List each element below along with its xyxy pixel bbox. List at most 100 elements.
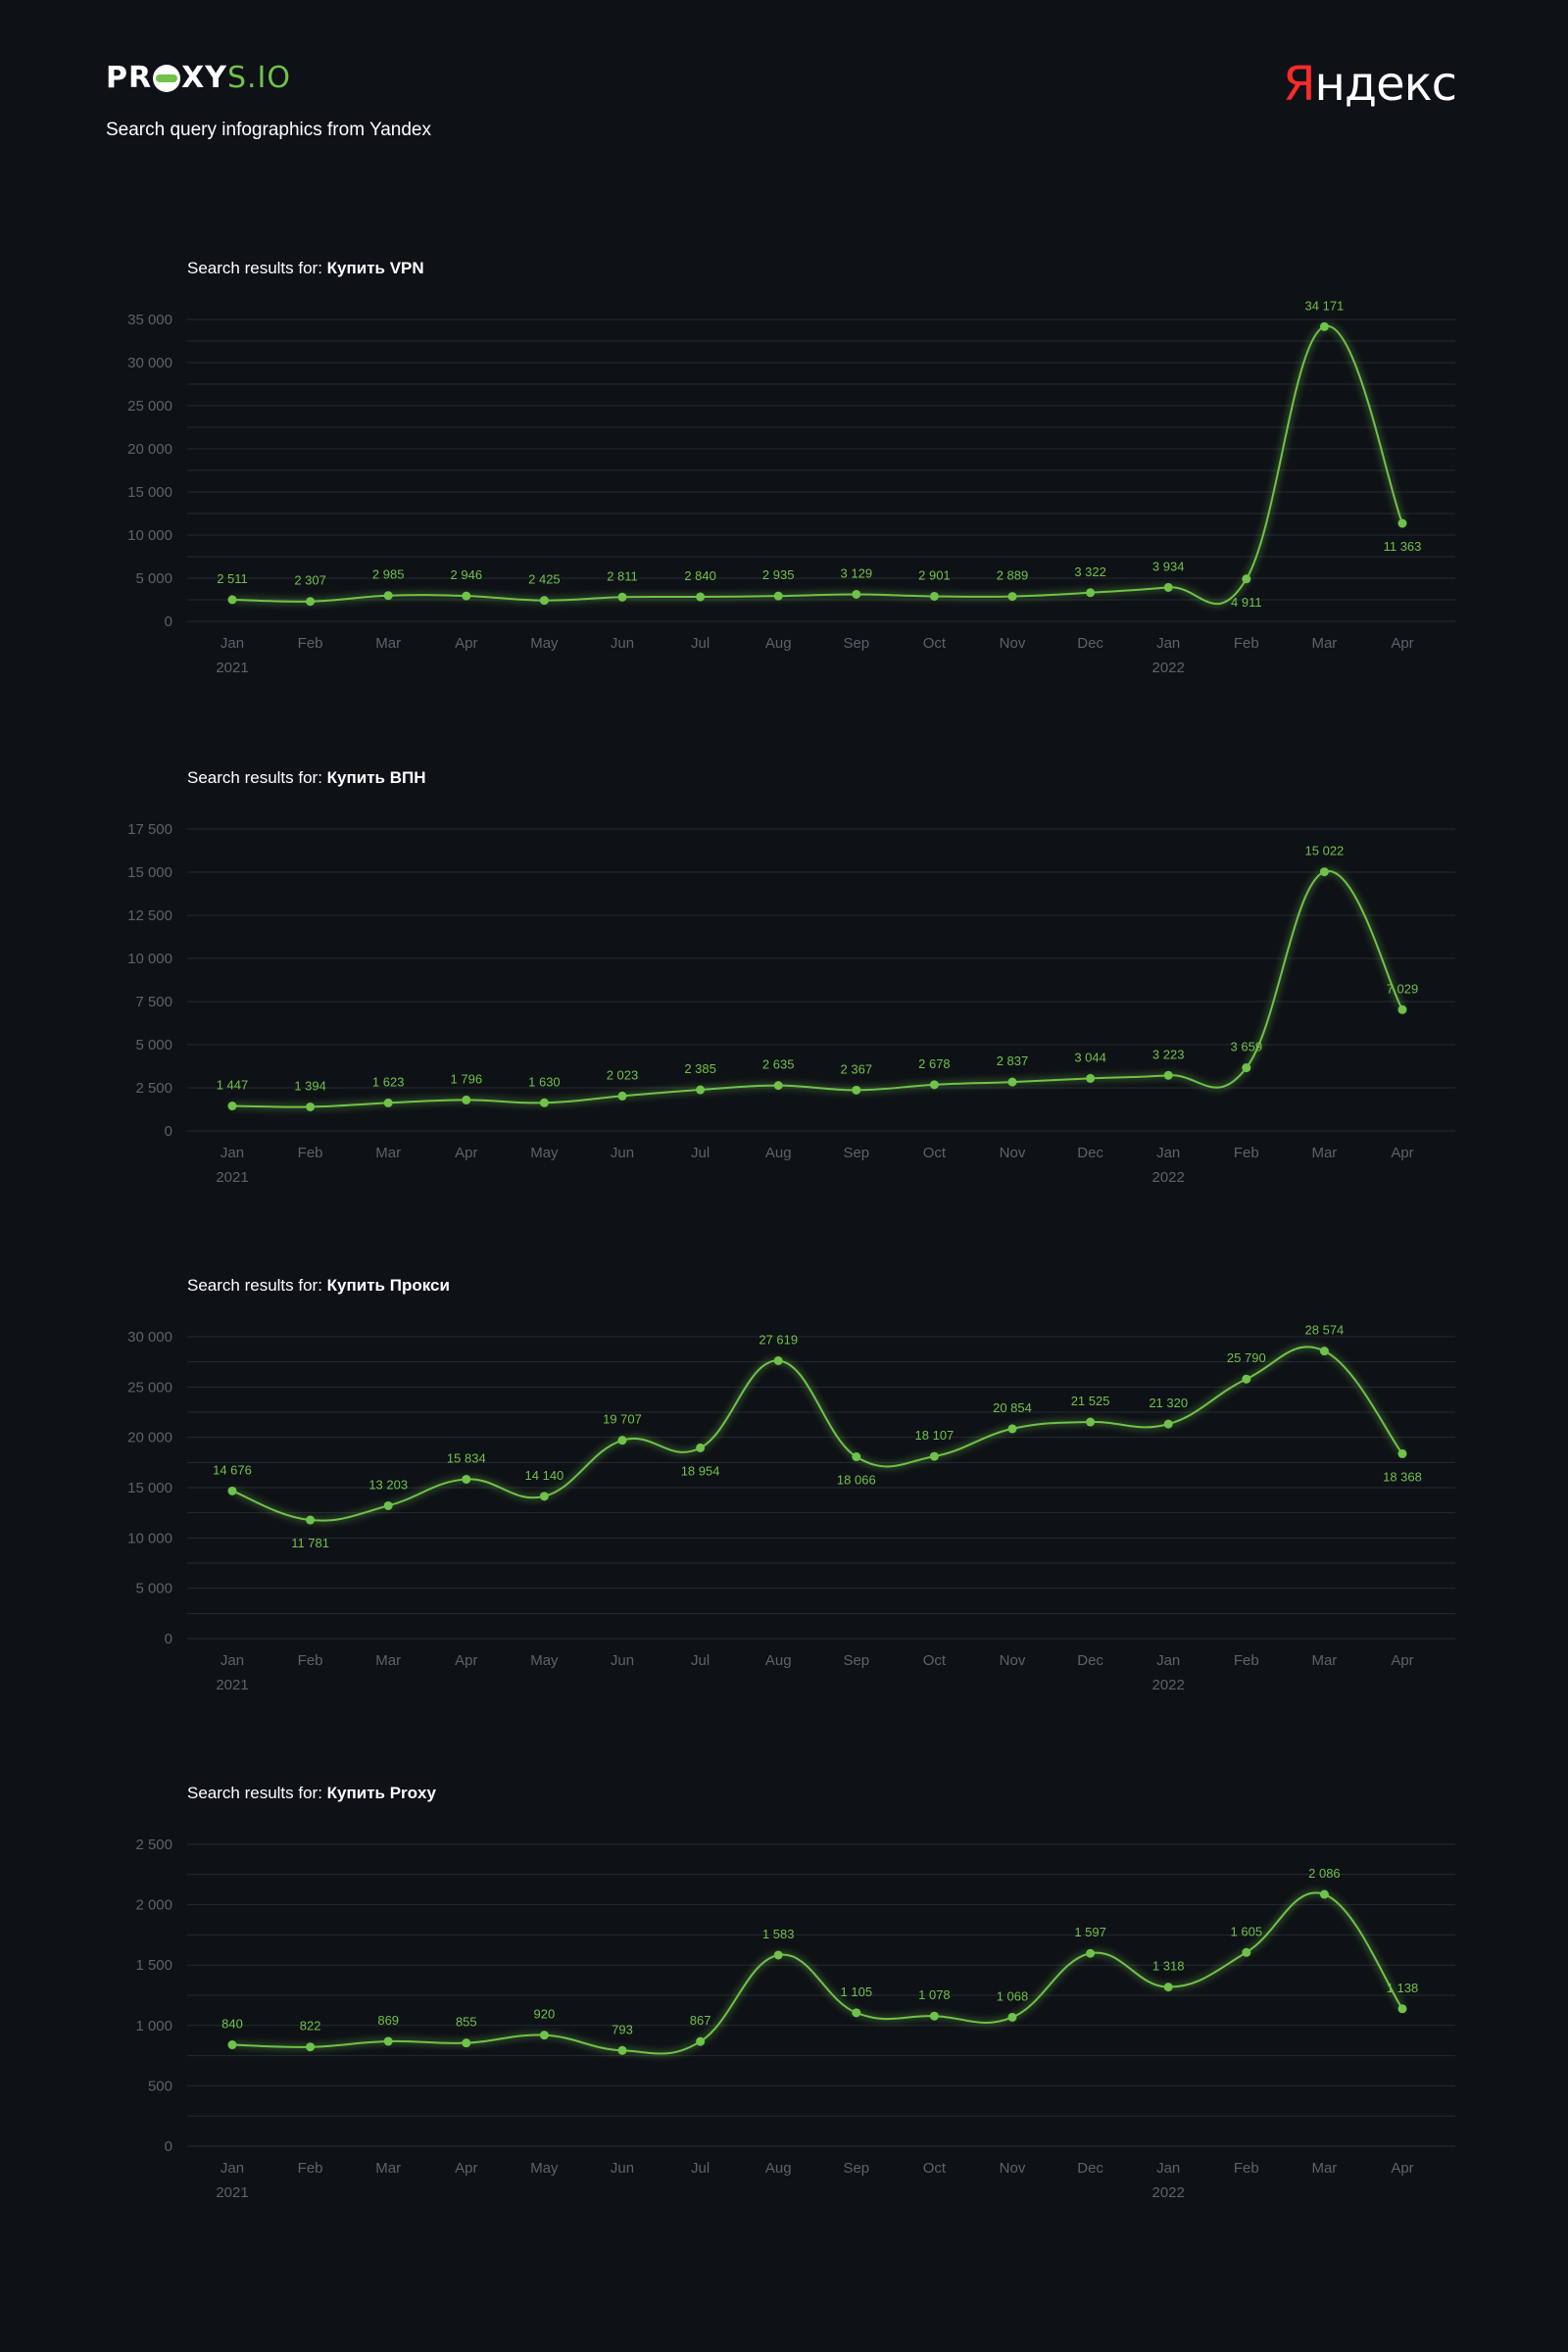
data-label: 3 934 [1152,559,1185,573]
data-point[interactable] [1242,1063,1251,1073]
data-point[interactable] [1242,1947,1251,1957]
data-point[interactable] [1319,867,1329,877]
data-point[interactable] [1319,1889,1329,1899]
x-tick-label: Mar [1311,635,1337,652]
data-point[interactable] [1086,1417,1096,1427]
data-point[interactable] [306,2042,316,2052]
data-point[interactable] [617,1091,627,1101]
data-point[interactable] [1397,518,1407,528]
year-label: 2022 [1152,660,1185,676]
data-point[interactable] [617,1436,627,1446]
data-point[interactable] [1319,1347,1329,1356]
data-point[interactable] [929,591,939,601]
x-tick-label: May [530,2160,559,2177]
data-point[interactable] [1163,1070,1173,1080]
data-point[interactable] [1163,1419,1173,1429]
x-tick-label: Feb [1234,635,1259,652]
year-label: 2021 [216,660,248,676]
x-tick-label: Jan [1156,1652,1180,1669]
year-label: 2021 [216,1677,248,1693]
data-point[interactable] [1242,1374,1251,1384]
data-point[interactable] [383,1098,393,1107]
data-label: 1 597 [1074,1925,1106,1939]
data-point[interactable] [227,2040,237,2050]
data-point[interactable] [462,1474,471,1484]
data-point[interactable] [773,1950,783,1960]
x-tick-label: Mar [375,635,401,652]
data-point[interactable] [852,2008,861,2018]
data-point[interactable] [1242,574,1251,584]
data-point[interactable] [539,1492,549,1501]
data-point[interactable] [1397,2004,1407,2014]
data-point[interactable] [383,1500,393,1510]
data-point[interactable] [1086,1073,1096,1083]
y-tick-label: 2 500 [135,1080,172,1097]
data-point[interactable] [696,2036,706,2046]
data-point[interactable] [227,595,237,605]
data-point[interactable] [1007,1424,1017,1434]
data-point[interactable] [1007,2012,1017,2022]
data-label: 2 425 [528,572,561,587]
data-point[interactable] [852,1085,861,1095]
data-point[interactable] [773,1355,783,1365]
data-point[interactable] [1086,588,1096,598]
data-point[interactable] [462,1095,471,1104]
data-point[interactable] [1007,592,1017,602]
data-point[interactable] [696,1443,706,1452]
data-label: 1 318 [1152,1959,1185,1974]
x-tick-label: Feb [1234,1145,1259,1161]
data-point[interactable] [852,1452,861,1462]
data-point[interactable] [1163,582,1173,592]
data-point[interactable] [462,2038,471,2048]
data-point[interactable] [1086,1948,1096,1958]
data-point[interactable] [696,1085,706,1095]
data-label: 793 [612,2022,633,2036]
data-point[interactable] [1397,1004,1407,1014]
data-point[interactable] [306,1515,316,1525]
data-point[interactable] [929,1451,939,1461]
data-point[interactable] [773,591,783,601]
data-label: 11 781 [291,1536,329,1550]
data-point[interactable] [617,2045,627,2055]
yandex-logo[interactable]: Яндекс [1283,57,1457,112]
data-point[interactable] [306,1102,316,1111]
proxys-logo[interactable]: PR XY S.IO [106,61,291,95]
data-label: 867 [690,2013,711,2028]
data-point[interactable] [539,1098,549,1107]
data-point[interactable] [773,1081,783,1091]
data-point[interactable] [852,589,861,599]
data-point[interactable] [617,592,627,602]
data-point[interactable] [1163,1983,1173,1992]
data-point[interactable] [383,2036,393,2046]
y-tick-label: 0 [165,1631,172,1647]
data-point[interactable] [539,596,549,606]
page-subtitle: Search query infographics from Yandex [106,120,431,140]
x-tick-label: Dec [1077,1652,1103,1669]
x-tick-label: Jul [691,635,710,652]
x-tick-label: Jan [1156,2160,1180,2177]
data-point[interactable] [1007,1077,1017,1087]
x-tick-label: Jan [220,635,244,652]
x-tick-label: Jul [691,1652,710,1669]
data-point[interactable] [462,591,471,601]
data-point[interactable] [929,1080,939,1090]
x-tick-label: Mar [1311,2160,1337,2177]
data-point[interactable] [696,592,706,602]
data-point[interactable] [227,1102,237,1111]
logo-text-bold-2: XY [181,61,227,95]
data-point[interactable] [539,2031,549,2040]
data-point[interactable] [1397,1448,1407,1458]
chart-svg: 0 2 500 5 000 7 500 10 000 12 500 15 000 17 500… [127,821,1455,1186]
data-label: 21 320 [1149,1396,1188,1410]
data-point[interactable] [1319,321,1329,331]
chart-title-keyword: Купить ВПН [326,768,426,787]
x-tick-label: Dec [1077,1145,1103,1161]
data-point[interactable] [383,591,393,601]
data-label: 2 307 [294,573,326,588]
data-point[interactable] [306,597,316,607]
data-point[interactable] [227,1486,237,1495]
data-point[interactable] [929,2011,939,2021]
x-tick-label: Feb [298,635,323,652]
data-label: 822 [300,2019,321,2034]
yandex-logo-rest: ндекс [1314,57,1457,112]
